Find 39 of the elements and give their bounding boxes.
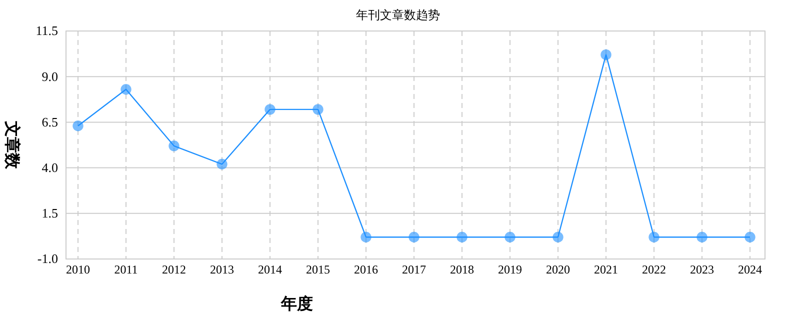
x-tick-label: 2023 <box>690 262 714 277</box>
x-tick-label: 2020 <box>546 262 570 277</box>
x-tick-label: 2018 <box>450 262 474 277</box>
y-tick-label: 9.0 <box>42 68 58 84</box>
point <box>456 232 468 242</box>
y-tick-label: 4.0 <box>42 160 58 175</box>
point <box>216 158 228 170</box>
x-tick-label: 2016 <box>354 262 378 277</box>
point <box>552 232 564 242</box>
y-tick-label: 6.5 <box>42 114 58 130</box>
x-tick-label: 2013 <box>210 262 234 277</box>
x-tick-label: 2017 <box>402 262 426 277</box>
point <box>744 232 756 242</box>
x-tick-label: 2012 <box>162 262 186 277</box>
x-tick-label: 2015 <box>306 262 330 277</box>
chart-title: 年刊文章数趋势 <box>356 8 440 22</box>
x-tick-label: 2021 <box>594 262 618 277</box>
x-tick-label: 2011 <box>114 262 138 277</box>
y-tick-label: -1.0 <box>37 251 58 266</box>
x-tick-label: 2019 <box>498 262 522 277</box>
point <box>648 232 660 242</box>
point <box>360 232 372 242</box>
point <box>168 140 180 152</box>
point <box>120 84 132 95</box>
point <box>264 104 276 115</box>
point <box>408 232 420 242</box>
point <box>504 232 516 242</box>
y-axis-title: 文章数 <box>3 120 21 170</box>
x-tick-label: 2024 <box>738 262 762 277</box>
point <box>312 104 324 115</box>
point <box>72 120 84 132</box>
y-tick-label: 11.5 <box>36 23 58 38</box>
x-tick-label: 2010 <box>66 262 90 277</box>
point <box>696 232 708 242</box>
x-tick-label: 2014 <box>258 262 282 277</box>
point <box>600 49 612 60</box>
x-tick-label: 2022 <box>642 262 666 277</box>
x-axis-title: 年度 <box>280 294 313 313</box>
y-tick-label: 1.5 <box>42 206 58 221</box>
